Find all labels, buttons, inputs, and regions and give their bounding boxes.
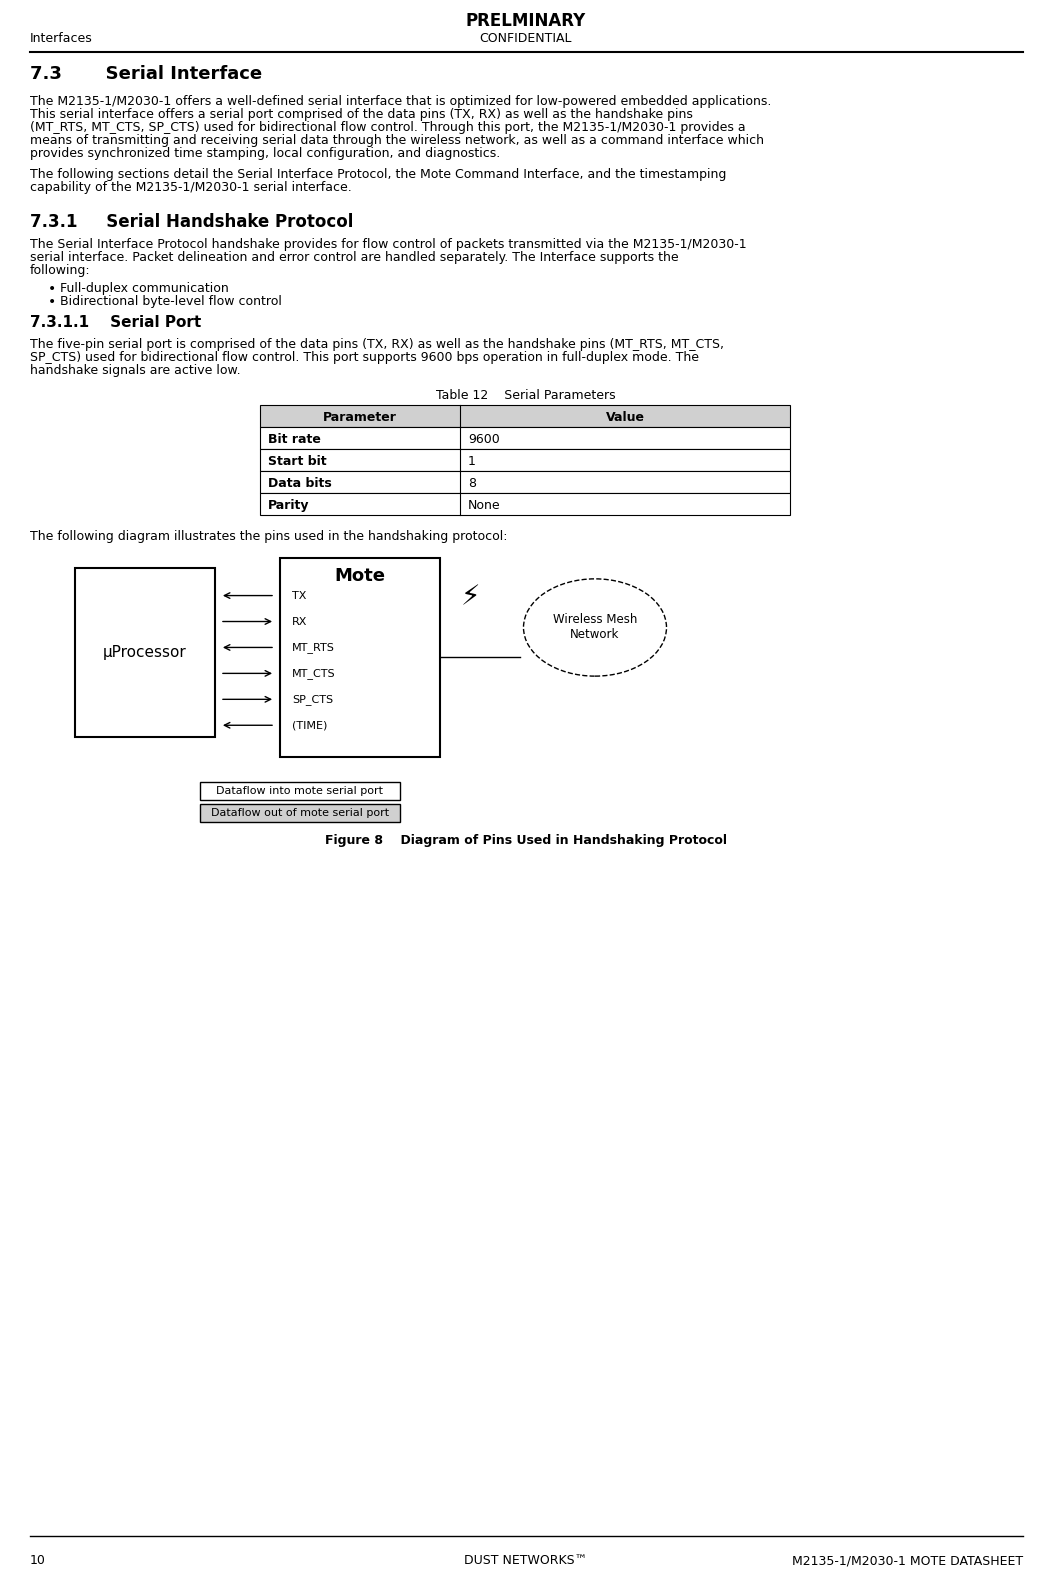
FancyBboxPatch shape <box>200 782 400 801</box>
Text: 7.3       Serial Interface: 7.3 Serial Interface <box>29 64 262 83</box>
Text: μProcessor: μProcessor <box>103 645 186 659</box>
Text: SP_CTS) used for bidirectional flow control. This port supports 9600 bps operati: SP_CTS) used for bidirectional flow cont… <box>29 352 699 364</box>
FancyBboxPatch shape <box>260 427 790 449</box>
FancyBboxPatch shape <box>260 471 790 493</box>
Text: The Serial Interface Protocol handshake provides for flow control of packets tra: The Serial Interface Protocol handshake … <box>29 239 747 251</box>
Text: following:: following: <box>29 264 91 278</box>
Text: Interfaces: Interfaces <box>29 31 93 46</box>
Text: 7.3.1.1    Serial Port: 7.3.1.1 Serial Port <box>29 316 201 330</box>
Text: The following sections detail the Serial Interface Protocol, the Mote Command In: The following sections detail the Serial… <box>29 168 727 181</box>
Text: The following diagram illustrates the pins used in the handshaking protocol:: The following diagram illustrates the pi… <box>29 529 508 543</box>
Text: The five-pin serial port is comprised of the data pins (TX, RX) as well as the h: The five-pin serial port is comprised of… <box>29 338 724 352</box>
FancyBboxPatch shape <box>75 568 215 738</box>
Text: Wireless Mesh
Network: Wireless Mesh Network <box>553 614 637 642</box>
Text: SP_CTS: SP_CTS <box>292 694 333 705</box>
Text: (MT_RTS, MT_CTS, SP_CTS) used for bidirectional flow control. Through this port,: (MT_RTS, MT_CTS, SP_CTS) used for bidire… <box>29 121 746 133</box>
Text: CONFIDENTIAL: CONFIDENTIAL <box>480 31 572 46</box>
Text: PRELMINARY: PRELMINARY <box>465 13 587 30</box>
Text: Full-duplex communication: Full-duplex communication <box>60 283 229 295</box>
Text: •: • <box>48 295 56 309</box>
Text: MT_CTS: MT_CTS <box>292 667 336 678</box>
FancyBboxPatch shape <box>200 804 400 823</box>
Text: MT_RTS: MT_RTS <box>292 642 335 653</box>
Text: Parity: Parity <box>269 499 310 512</box>
Text: serial interface. Packet delineation and error control are handled separately. T: serial interface. Packet delineation and… <box>29 251 678 264</box>
Text: Figure 8    Diagram of Pins Used in Handshaking Protocol: Figure 8 Diagram of Pins Used in Handsha… <box>325 834 727 846</box>
Text: RX: RX <box>292 617 307 626</box>
Ellipse shape <box>523 579 667 677</box>
Text: M2135-1/M2030-1 MOTE DATASHEET: M2135-1/M2030-1 MOTE DATASHEET <box>792 1554 1024 1567</box>
Text: 10: 10 <box>29 1554 46 1567</box>
Text: Bidirectional byte-level flow control: Bidirectional byte-level flow control <box>60 295 282 308</box>
Text: Mote: Mote <box>335 567 385 584</box>
Text: Parameter: Parameter <box>323 411 397 424</box>
FancyBboxPatch shape <box>260 449 790 471</box>
Text: 9600: 9600 <box>468 433 500 446</box>
Text: capability of the M2135-1/M2030-1 serial interface.: capability of the M2135-1/M2030-1 serial… <box>29 181 352 193</box>
Text: Dataflow into mote serial port: Dataflow into mote serial port <box>217 787 383 796</box>
Text: 7.3.1     Serial Handshake Protocol: 7.3.1 Serial Handshake Protocol <box>29 214 354 231</box>
Text: provides synchronized time stamping, local configuration, and diagnostics.: provides synchronized time stamping, loc… <box>29 146 500 160</box>
Text: 8: 8 <box>468 477 476 490</box>
FancyBboxPatch shape <box>260 493 790 515</box>
Text: The M2135-1/M2030-1 offers a well-defined serial interface that is optimized for: The M2135-1/M2030-1 offers a well-define… <box>29 94 772 108</box>
Text: Start bit: Start bit <box>269 455 326 468</box>
Text: 1: 1 <box>468 455 476 468</box>
Text: •: • <box>48 283 56 297</box>
Text: This serial interface offers a serial port comprised of the data pins (TX, RX) a: This serial interface offers a serial po… <box>29 108 693 121</box>
Text: Bit rate: Bit rate <box>269 433 321 446</box>
Text: means of transmitting and receiving serial data through the wireless network, as: means of transmitting and receiving seri… <box>29 133 764 146</box>
FancyBboxPatch shape <box>260 405 790 427</box>
Text: ⚡: ⚡ <box>460 584 480 612</box>
FancyBboxPatch shape <box>280 557 440 757</box>
Text: Data bits: Data bits <box>269 477 332 490</box>
Text: (TIME): (TIME) <box>292 721 327 730</box>
Text: Value: Value <box>605 411 644 424</box>
Text: None: None <box>468 499 500 512</box>
Text: Table 12    Serial Parameters: Table 12 Serial Parameters <box>436 389 616 402</box>
Text: TX: TX <box>292 590 306 601</box>
Text: Dataflow out of mote serial port: Dataflow out of mote serial port <box>211 809 389 818</box>
Text: DUST NETWORKS™: DUST NETWORKS™ <box>464 1554 588 1567</box>
Text: handshake signals are active low.: handshake signals are active low. <box>29 364 241 377</box>
